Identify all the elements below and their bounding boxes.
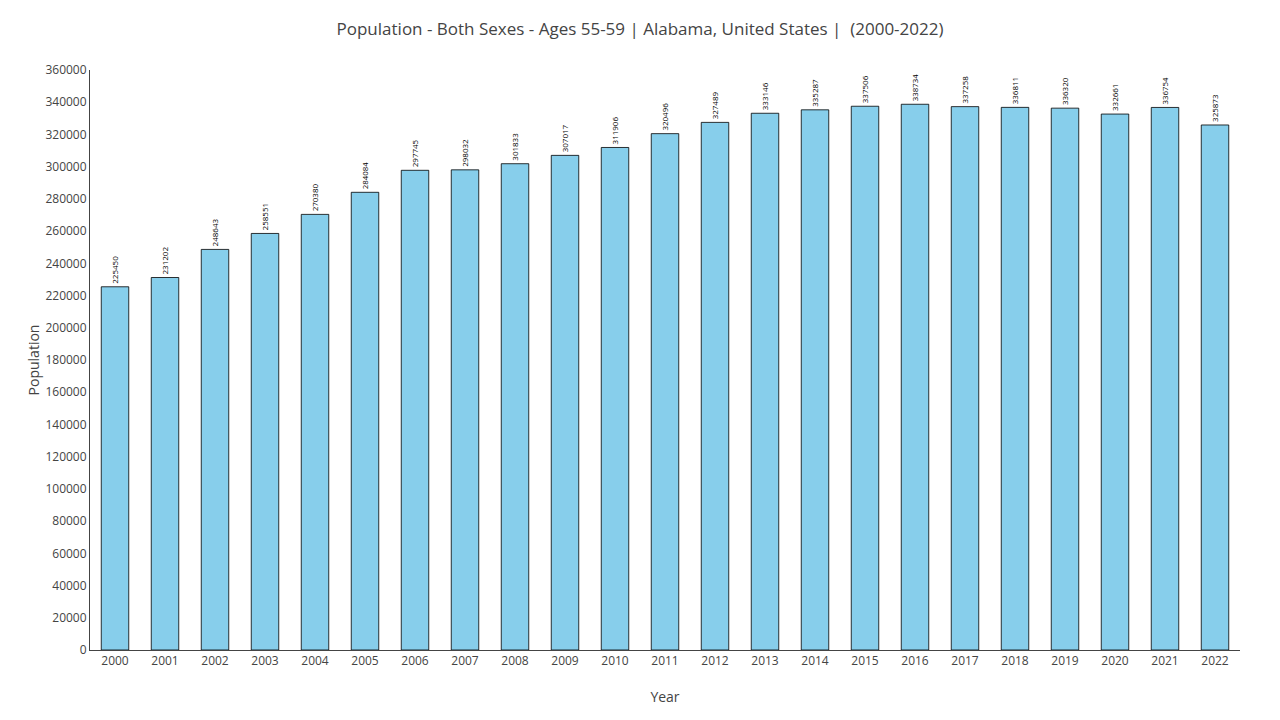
svg-text:2011: 2011 bbox=[651, 652, 678, 669]
svg-text:2016: 2016 bbox=[901, 652, 929, 669]
svg-text:220000: 220000 bbox=[45, 287, 86, 304]
svg-text:2009: 2009 bbox=[551, 652, 579, 669]
svg-text:80000: 80000 bbox=[52, 512, 86, 529]
svg-text:231202: 231202 bbox=[159, 247, 170, 275]
svg-text:258551: 258551 bbox=[259, 203, 270, 230]
svg-text:2004: 2004 bbox=[301, 652, 329, 669]
svg-text:2014: 2014 bbox=[801, 652, 829, 669]
svg-text:120000: 120000 bbox=[45, 448, 86, 465]
svg-text:337258: 337258 bbox=[959, 76, 970, 104]
svg-text:140000: 140000 bbox=[45, 416, 86, 433]
svg-text:300000: 300000 bbox=[45, 158, 86, 175]
svg-text:337506: 337506 bbox=[859, 75, 870, 103]
svg-text:320496: 320496 bbox=[659, 103, 670, 131]
svg-text:Population: Population bbox=[24, 325, 43, 396]
svg-text:333146: 333146 bbox=[759, 82, 770, 110]
svg-text:298032: 298032 bbox=[459, 139, 470, 167]
svg-text:100000: 100000 bbox=[45, 480, 86, 497]
svg-text:2015: 2015 bbox=[851, 652, 879, 669]
svg-text:240000: 240000 bbox=[45, 255, 86, 272]
svg-text:311906: 311906 bbox=[609, 117, 620, 145]
svg-text:20000: 20000 bbox=[52, 609, 86, 626]
svg-text:60000: 60000 bbox=[52, 545, 86, 562]
svg-text:360000: 360000 bbox=[45, 61, 86, 78]
svg-text:2006: 2006 bbox=[401, 652, 429, 669]
svg-text:2022: 2022 bbox=[1201, 652, 1229, 669]
svg-text:40000: 40000 bbox=[52, 577, 86, 594]
svg-text:297745: 297745 bbox=[409, 139, 420, 167]
svg-text:225450: 225450 bbox=[109, 256, 120, 284]
svg-text:307017: 307017 bbox=[559, 124, 570, 152]
svg-text:336754: 336754 bbox=[1160, 77, 1170, 104]
svg-text:2008: 2008 bbox=[501, 652, 529, 669]
svg-text:180000: 180000 bbox=[45, 351, 86, 368]
svg-text:248643: 248643 bbox=[209, 219, 220, 247]
svg-text:Year: Year bbox=[650, 687, 679, 706]
svg-text:260000: 260000 bbox=[45, 222, 86, 239]
svg-text:2005: 2005 bbox=[351, 652, 379, 669]
svg-text:340000: 340000 bbox=[45, 93, 86, 110]
svg-text:2021: 2021 bbox=[1151, 652, 1178, 669]
svg-text:336320: 336320 bbox=[1059, 77, 1070, 105]
svg-text:2002: 2002 bbox=[201, 652, 229, 669]
svg-text:327489: 327489 bbox=[709, 91, 720, 119]
svg-text:270380: 270380 bbox=[309, 183, 320, 211]
svg-text:325873: 325873 bbox=[1209, 94, 1220, 122]
svg-text:280000: 280000 bbox=[45, 190, 86, 207]
svg-text:336811: 336811 bbox=[1009, 77, 1020, 104]
svg-text:2013: 2013 bbox=[751, 652, 779, 669]
svg-text:2000: 2000 bbox=[101, 652, 129, 669]
svg-text:338734: 338734 bbox=[910, 74, 920, 101]
svg-text:200000: 200000 bbox=[45, 319, 86, 336]
svg-text:335287: 335287 bbox=[809, 79, 820, 107]
svg-text:2017: 2017 bbox=[951, 652, 979, 669]
svg-text:2020: 2020 bbox=[1101, 652, 1129, 669]
svg-text:2010: 2010 bbox=[601, 652, 629, 669]
svg-text:Population - Both Sexes - Ages: Population - Both Sexes - Ages 55-59 | A… bbox=[337, 17, 944, 40]
svg-text:284084: 284084 bbox=[360, 162, 370, 189]
svg-text:2019: 2019 bbox=[1051, 652, 1079, 669]
svg-text:320000: 320000 bbox=[45, 126, 86, 143]
svg-text:301833: 301833 bbox=[509, 133, 520, 161]
svg-text:332661: 332661 bbox=[1109, 84, 1120, 111]
svg-text:2003: 2003 bbox=[251, 652, 279, 669]
svg-text:2012: 2012 bbox=[701, 652, 729, 669]
svg-text:0: 0 bbox=[80, 641, 87, 658]
svg-text:2007: 2007 bbox=[451, 652, 479, 669]
svg-text:2001: 2001 bbox=[151, 652, 178, 669]
svg-text:2018: 2018 bbox=[1001, 652, 1029, 669]
svg-text:160000: 160000 bbox=[45, 383, 86, 400]
